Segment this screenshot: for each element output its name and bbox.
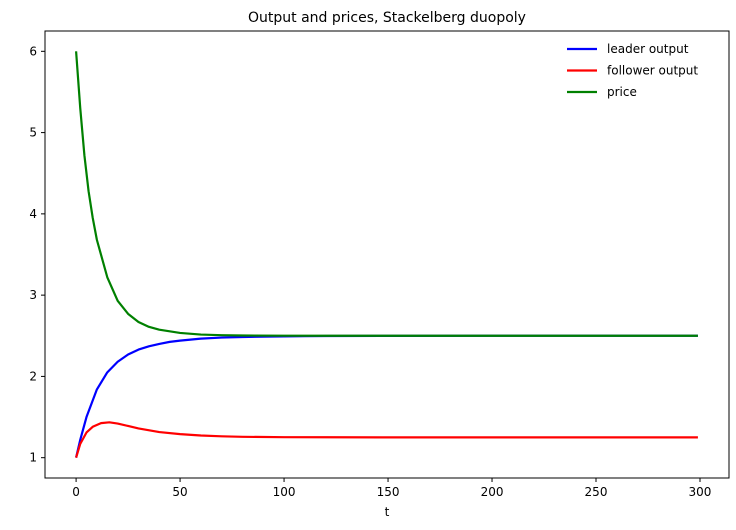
chart-title: Output and prices, Stackelberg duopoly xyxy=(248,10,526,26)
x-tick-label: 0 xyxy=(72,485,80,499)
x-tick-label: 50 xyxy=(172,485,187,499)
legend-label: price xyxy=(607,85,637,99)
series-line-price xyxy=(74,51,698,337)
x-tick-label: 200 xyxy=(481,485,504,499)
axes-frame xyxy=(44,30,730,479)
x-tick-label: 150 xyxy=(377,485,400,499)
plot-area xyxy=(45,31,729,478)
legend-label: follower output xyxy=(607,64,698,78)
y-tick-label: 5 xyxy=(29,126,37,140)
x-tick-label: 300 xyxy=(689,485,712,499)
x-axis-label: t xyxy=(385,505,390,519)
series-line-follower-output xyxy=(75,421,698,458)
x-tick-label: 100 xyxy=(273,485,296,499)
x-axis: 0 50 100 150 200 250 300 xyxy=(72,478,711,499)
y-tick-label: 3 xyxy=(29,288,37,302)
legend: leader output follower output price xyxy=(567,42,698,99)
y-tick-label: 4 xyxy=(29,207,37,221)
y-axis: 1 2 3 4 5 6 xyxy=(29,44,45,465)
x-tick-label: 250 xyxy=(585,485,608,499)
legend-label: leader output xyxy=(607,42,689,56)
axes-border xyxy=(44,30,730,479)
y-tick-label: 1 xyxy=(29,451,37,465)
y-tick-label: 2 xyxy=(29,369,37,383)
y-tick-label: 6 xyxy=(29,44,37,58)
series-layer xyxy=(74,51,698,458)
